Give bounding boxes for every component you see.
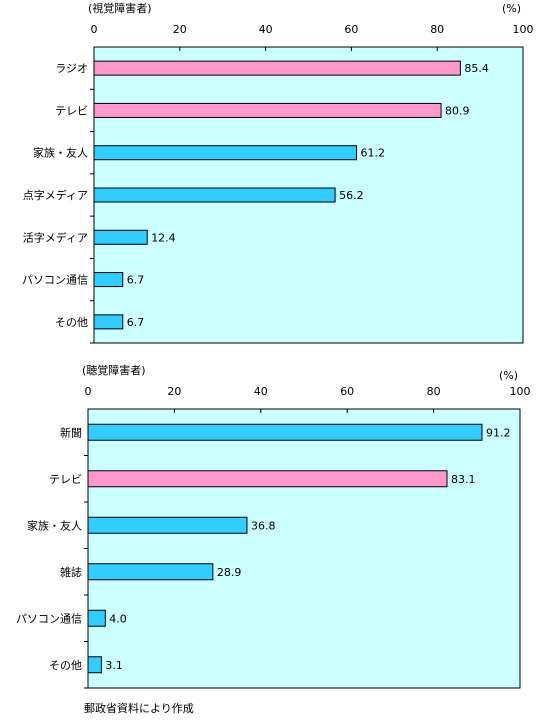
chart1-category-label: ラジオ <box>55 62 88 75</box>
chart2-category-label: テレビ <box>49 473 82 486</box>
chart2-value-label: 4.0 <box>109 612 127 625</box>
chart1-value-label: 6.7 <box>127 316 145 329</box>
chart2-category-label: その他 <box>49 659 82 672</box>
chart1-value-label: 6.7 <box>127 274 145 287</box>
chart1-value-label: 56.2 <box>339 189 364 202</box>
chart1-value-label: 85.4 <box>464 62 489 75</box>
chart1-bar <box>93 314 124 330</box>
chart2-bar <box>87 516 248 534</box>
source-note: 郵政省資料により作成 <box>84 702 194 715</box>
chart1-bar <box>93 187 336 203</box>
chart2-category-label: 雑誌 <box>60 565 82 579</box>
chart2-value-label: 28.9 <box>217 566 242 579</box>
chart2-bar <box>87 563 214 581</box>
chart1-tick-label: 80 <box>430 23 444 36</box>
chart1-category-label: その他 <box>55 316 88 329</box>
chart1-bar <box>93 145 358 161</box>
chart1-value-label: 80.9 <box>445 104 470 117</box>
chart1-category-label: 活字メディア <box>23 230 88 244</box>
chart1-tick-label: 60 <box>344 23 358 36</box>
chart1-tick-label: 20 <box>173 23 187 36</box>
chart2-tick-label: 20 <box>167 385 181 398</box>
chart2-tick-label: 100 <box>510 385 531 398</box>
chart2-value-label: 91.2 <box>486 426 511 439</box>
chart1-tick-label: 100 <box>513 23 534 36</box>
chart2-tick-label: 60 <box>340 385 354 398</box>
chart1-tick-label: 0 <box>91 23 98 36</box>
chart1-value-label: 61.2 <box>361 147 386 160</box>
chart1-bar <box>93 272 124 288</box>
chart2-group-label: (聴覚障害者) <box>82 363 146 377</box>
chart2-tick-label: 40 <box>254 385 268 398</box>
chart1-category-label: パソコン通信 <box>22 274 88 287</box>
chart1-group-label: (視覚障害者) <box>88 1 152 15</box>
chart2-bar <box>87 470 448 488</box>
chart1-category-label: 家族・友人 <box>33 146 88 160</box>
chart2-tick-label: 80 <box>427 385 441 398</box>
chart2-bar <box>87 423 483 441</box>
chart2-bar <box>87 609 106 627</box>
chart2-category-label: 家族・友人 <box>27 518 82 532</box>
chart1-tick-label: 40 <box>259 23 273 36</box>
chart2-category-label: パソコン通信 <box>16 612 82 625</box>
chart1-bar <box>93 229 148 245</box>
chart1-value-label: 12.4 <box>151 231 176 244</box>
chart2-value-label: 83.1 <box>451 473 476 486</box>
chart2-value-label: 36.8 <box>251 519 276 532</box>
chart1-category-label: テレビ <box>55 104 88 117</box>
chart2-category-label: 新聞 <box>60 425 82 439</box>
chart2-plot-area <box>87 408 521 689</box>
chart2-value-label: 3.1 <box>105 659 123 672</box>
chart1-bar <box>93 60 461 76</box>
chart2-bar <box>87 656 102 674</box>
chart2-unit-label: (%) <box>499 369 518 382</box>
chart1-bar <box>93 102 442 118</box>
chart2-tick-label: 0 <box>85 385 92 398</box>
chart1-category-label: 点字メディア <box>23 188 88 202</box>
chart1-unit-label: (%) <box>502 2 521 15</box>
